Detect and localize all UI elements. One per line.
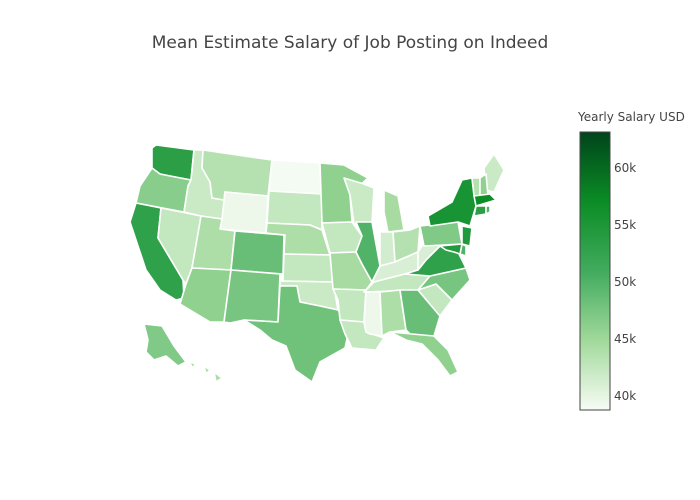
colorbar-tick-label: 60k (614, 161, 637, 176)
state-nm[interactable] (223, 269, 281, 324)
state-co[interactable] (230, 230, 285, 275)
state-nh[interactable] (479, 173, 489, 197)
state-fl[interactable] (389, 331, 459, 377)
state-ak[interactable] (143, 323, 187, 367)
state-nd[interactable] (268, 159, 323, 195)
state-nj[interactable] (461, 225, 473, 247)
state-ks[interactable] (282, 253, 334, 283)
colorbar (579, 131, 611, 411)
state-ri[interactable] (485, 205, 491, 215)
colorbar-title: Yearly Salary USD (578, 110, 685, 124)
state-ia[interactable] (321, 221, 363, 254)
state-tx[interactable] (243, 285, 351, 383)
colorbar-tick-label: 55k (614, 218, 637, 233)
state-il[interactable] (355, 221, 381, 283)
state-ma[interactable] (473, 193, 497, 207)
state-pa[interactable] (419, 221, 463, 247)
colorbar-tick-label: 40k (614, 389, 637, 404)
state-ms[interactable] (363, 291, 383, 337)
colorbar-tick-label: 50k (614, 275, 637, 290)
state-vt[interactable] (471, 177, 481, 197)
state-hi[interactable] (189, 361, 223, 383)
colorbar-tick-label: 45k (614, 332, 637, 347)
state-al[interactable] (379, 289, 407, 337)
states-layer (129, 144, 505, 383)
state-ny[interactable] (427, 177, 477, 227)
state-mi[interactable] (383, 189, 405, 233)
state-wy[interactable] (219, 191, 269, 234)
state-ct[interactable] (473, 205, 487, 217)
state-md[interactable] (439, 243, 463, 255)
chart-title: Mean Estimate Salary of Job Posting on I… (151, 33, 549, 53)
